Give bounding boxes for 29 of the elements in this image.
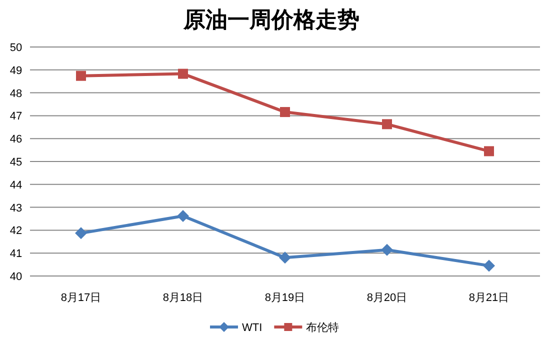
y-tick-label: 43 [10, 202, 22, 214]
point [382, 119, 392, 130]
x-tick-label: 8月17日 [60, 292, 102, 304]
point [484, 146, 494, 156]
y-tick-label: 47 [10, 110, 22, 123]
chart-title: 原油一周价格走势 [182, 7, 360, 32]
point [75, 227, 87, 240]
point [279, 252, 291, 264]
x-tick-label: 8月20日 [366, 292, 408, 304]
y-tick-label: 48 [10, 88, 22, 100]
x-tick-label: 8月21日 [468, 292, 510, 304]
point [483, 260, 495, 272]
legend-label: WTI [242, 322, 262, 334]
y-tick-label: 40 [10, 271, 22, 283]
point [280, 107, 290, 118]
x-tick-label: 8月18日 [162, 292, 204, 304]
x-tick-label: 8月19日 [264, 292, 306, 304]
point [76, 70, 86, 81]
y-tick-label: 42 [10, 225, 22, 238]
y-tick-label: 45 [10, 156, 22, 168]
y-tick-label: 41 [10, 248, 22, 260]
y-tick-label: 46 [10, 134, 22, 146]
y-tick-label: 49 [10, 64, 22, 77]
point [177, 210, 189, 222]
y-tick-label: 50 [10, 42, 22, 54]
y-tick-label: 44 [10, 179, 22, 192]
point [381, 244, 393, 256]
point [178, 68, 188, 79]
legend-label: 布伦特 [306, 322, 340, 334]
